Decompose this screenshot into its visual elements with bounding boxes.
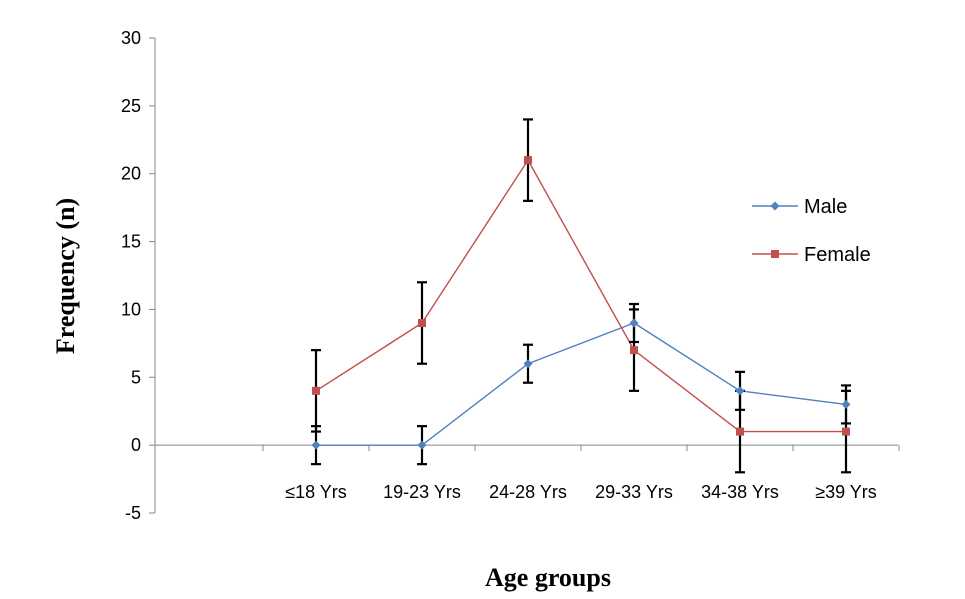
legend-marker <box>771 250 779 258</box>
series-line-male <box>316 322 847 446</box>
data-point-male <box>523 359 533 369</box>
legend-marker <box>770 201 780 211</box>
data-point-female <box>842 427 850 436</box>
legend-item-female: Female <box>752 244 871 266</box>
y-tick-label: 5 <box>131 367 141 387</box>
data-point-male <box>311 440 321 450</box>
y-tick-label: 10 <box>121 299 141 319</box>
data-point-female <box>418 319 426 327</box>
x-tick-label: 29-33 Yrs <box>595 482 673 502</box>
data-point-female <box>630 346 638 355</box>
x-tick-label: ≥39 Yrs <box>815 482 877 502</box>
error-bars <box>311 118 851 474</box>
data-point-female <box>736 427 744 436</box>
data-point-male <box>841 399 851 409</box>
legend-item-male: Male <box>752 196 847 218</box>
series-line-female <box>315 158 846 433</box>
y-tick-label: 20 <box>121 164 141 184</box>
x-tick-label: 19-23 Yrs <box>383 482 461 502</box>
x-axis-title: Age groups <box>485 563 611 592</box>
y-tick-label: 0 <box>131 435 141 455</box>
x-tick-label: 24-28 Yrs <box>489 482 567 502</box>
data-point-female <box>524 156 532 165</box>
data-point-male <box>735 386 745 396</box>
legend-label: Male <box>804 196 847 218</box>
y-tick-label: -5 <box>125 503 141 523</box>
data-point-male <box>629 318 639 328</box>
data-point-female <box>312 386 320 395</box>
y-axis-title: Frequency (n) <box>51 198 80 354</box>
legend-label: Female <box>804 244 871 266</box>
y-tick-label: 15 <box>121 232 141 252</box>
data-point-male <box>417 440 427 450</box>
y-tick-label: 30 <box>121 28 141 48</box>
y-tick-label: 25 <box>121 96 141 116</box>
series-layer <box>315 158 847 446</box>
markers <box>311 156 851 450</box>
x-tick-label: ≤18 Yrs <box>285 482 347 502</box>
legend: Male Female <box>752 196 871 266</box>
x-tick-label: 34-38 Yrs <box>701 482 779 502</box>
axes: -5 0 5 10 15 20 25 30 ≤18 Yrs 19-23 Yrs 24-28 Yrs 2… <box>121 28 900 523</box>
